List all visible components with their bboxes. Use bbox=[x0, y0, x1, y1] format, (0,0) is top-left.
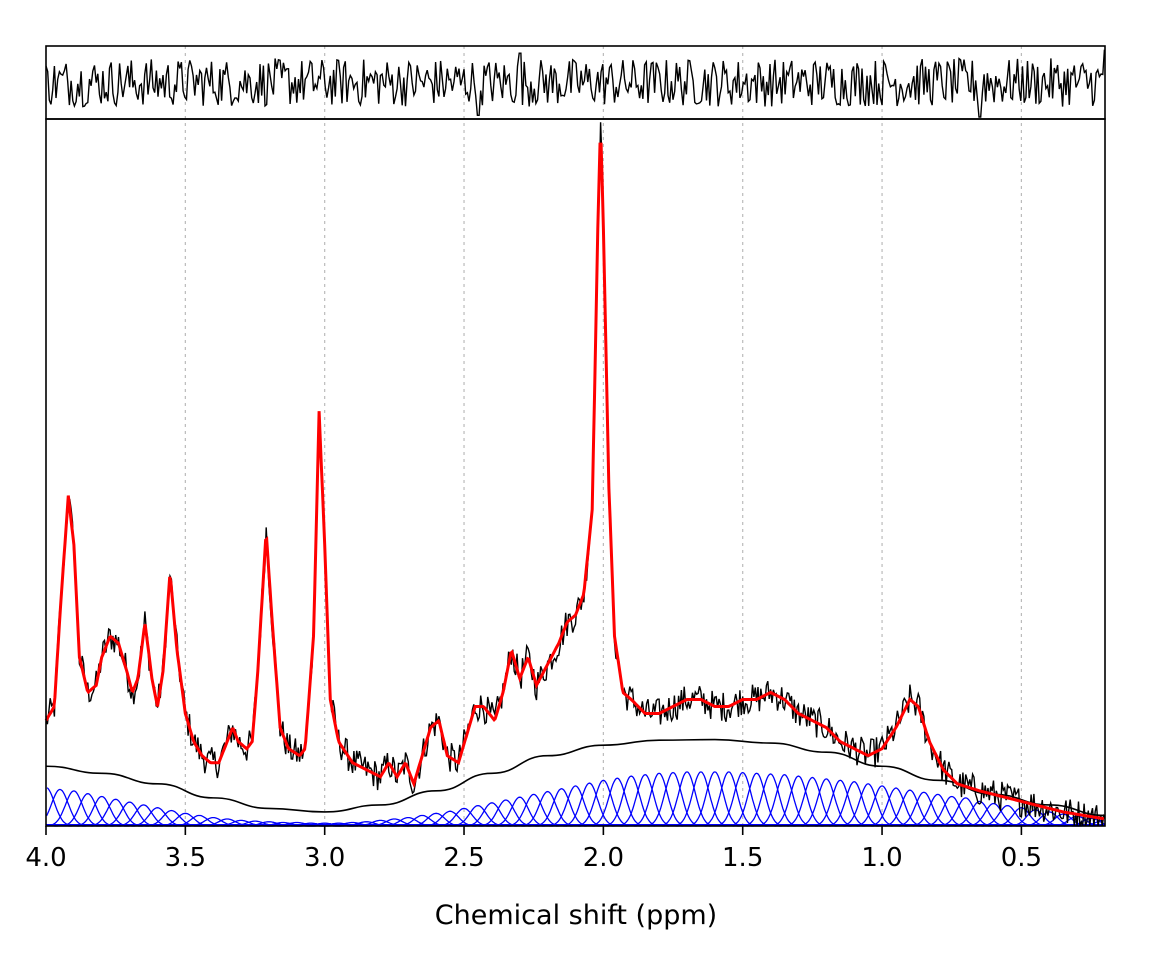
x-tick-label: 1.0 bbox=[861, 843, 902, 873]
main-panel-frame bbox=[45, 118, 1106, 827]
x-tick-label: 0.5 bbox=[1001, 843, 1042, 873]
x-tick-label: 3.0 bbox=[304, 843, 345, 873]
spectrum-fit-line bbox=[44, 142, 1105, 821]
residual-panel bbox=[45, 45, 1106, 120]
x-axis: 4.0 3.5 3.0 2.5 2.0 1.5 1.0 0.5 bbox=[25, 826, 1042, 873]
x-tick-label: 2.0 bbox=[583, 843, 624, 873]
x-tick-label: 1.5 bbox=[722, 843, 763, 873]
spectrum-data-line bbox=[45, 122, 1106, 827]
x-tick-label: 3.5 bbox=[165, 843, 206, 873]
grid-layer bbox=[184, 46, 1022, 826]
baseline-line bbox=[45, 738, 1106, 817]
main-panel bbox=[44, 118, 1106, 827]
x-tick-label: 4.0 bbox=[25, 843, 66, 873]
x-axis-title: Chemical shift (ppm) bbox=[435, 900, 717, 931]
x-tick-label: 2.5 bbox=[443, 843, 484, 873]
residual-line bbox=[45, 49, 1106, 118]
